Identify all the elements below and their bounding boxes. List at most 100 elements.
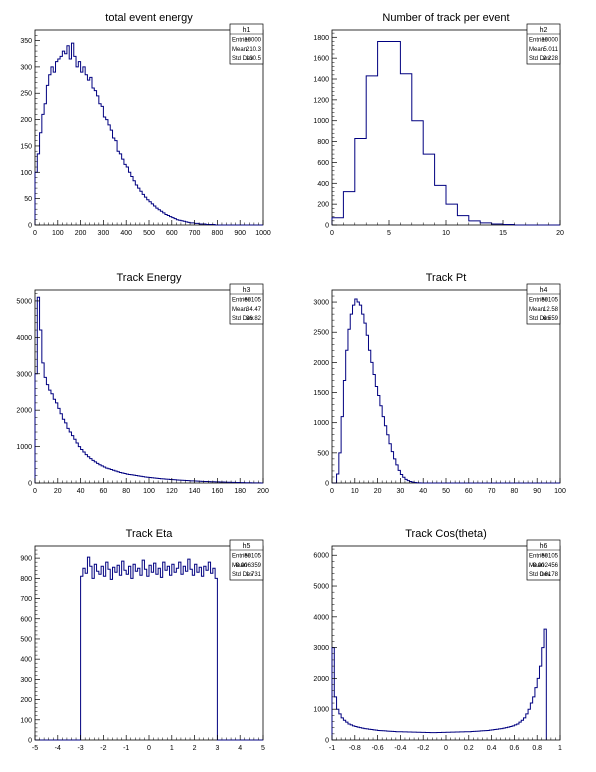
histogram-line	[331, 628, 547, 740]
stats-value: 50105	[541, 554, 558, 560]
stats-histogram-name: h4	[540, 287, 548, 294]
plot-frame	[331, 545, 561, 741]
histogram-line	[332, 298, 560, 484]
x-tick-label: -0.6	[372, 745, 384, 752]
stats-histogram-name: h1	[243, 27, 251, 34]
x-tick-label: 40	[419, 488, 427, 495]
y-tick-label: 5000	[16, 298, 32, 305]
y-tick-label: 1600	[313, 56, 329, 63]
histogram-line	[34, 296, 264, 484]
stats-label: Entries	[232, 554, 251, 560]
x-tick-label: 80	[511, 488, 519, 495]
x-tick-label: 0	[33, 230, 37, 237]
y-tick-label: 100	[20, 170, 32, 177]
y-tick-label: 800	[20, 576, 32, 583]
x-tick-label: 0	[147, 745, 151, 752]
stats-box-frame	[526, 539, 561, 581]
y-tick-label: 600	[20, 616, 32, 623]
y-tick-label: 3000	[313, 300, 329, 307]
x-tick-label: 60	[100, 488, 108, 495]
stats-histogram-name: h6	[540, 543, 548, 550]
x-tick-label: 30	[397, 488, 405, 495]
stats-label: Std Dev	[529, 316, 550, 322]
x-tick-label: 5	[261, 745, 265, 752]
x-tick-label: 40	[77, 488, 85, 495]
y-tick-label: 900	[20, 556, 32, 563]
stats-value: 34.47	[246, 307, 262, 313]
x-tick-label: 4	[238, 745, 242, 752]
stats-value: 6.559	[543, 316, 559, 322]
x-tick-label: 180	[234, 488, 246, 495]
x-tick-label: 70	[488, 488, 496, 495]
stats-label: Mean	[529, 47, 544, 53]
y-tick-label: 0	[325, 223, 329, 230]
y-tick-label: 2500	[313, 330, 329, 337]
stats-value: 210.3	[246, 47, 262, 53]
stats-label: Std Dev	[232, 572, 253, 578]
y-tick-label: 6000	[313, 553, 329, 560]
stats-box-frame	[229, 283, 264, 325]
x-tick-label: 80	[122, 488, 130, 495]
y-tick-label: 0	[28, 223, 32, 230]
x-tick-label: 0.8	[532, 745, 542, 752]
y-tick-label: 0	[325, 481, 329, 488]
y-tick-label: 1800	[313, 35, 329, 42]
stats-label: Entries	[529, 554, 548, 560]
stats-value: 10000	[244, 38, 261, 44]
chart-title: Number of track per event	[382, 12, 509, 24]
plot-frame	[34, 289, 264, 484]
x-tick-label: 1000	[255, 230, 271, 237]
stats-label: Std Dev	[232, 56, 253, 62]
x-tick-label: 0	[444, 745, 448, 752]
y-tick-label: 400	[20, 657, 32, 664]
x-tick-label: -0.4	[394, 745, 406, 752]
x-tick-label: 100	[143, 488, 155, 495]
x-tick-label: 20	[556, 230, 564, 237]
y-tick-label: 4000	[16, 335, 32, 342]
x-tick-label: 0.4	[487, 745, 497, 752]
chart-title: Track Pt	[426, 272, 467, 284]
y-tick-label: 4000	[313, 614, 329, 621]
y-tick-label: 1000	[16, 444, 32, 451]
histogram-line	[34, 42, 263, 226]
x-tick-label: 10	[442, 230, 450, 237]
y-tick-label: 200	[20, 117, 32, 124]
y-tick-label: 600	[317, 160, 329, 167]
x-tick-label: 100	[554, 488, 566, 495]
y-tick-label: 1500	[313, 390, 329, 397]
stats-label: Mean	[232, 47, 247, 53]
y-tick-label: 1000	[313, 420, 329, 427]
x-tick-label: 0.6	[510, 745, 520, 752]
y-tick-label: 500	[317, 450, 329, 457]
stats-value: 12.58	[543, 307, 559, 313]
stats-box-frame	[526, 23, 561, 65]
y-tick-label: 150	[20, 143, 32, 150]
stats-label: Entries	[232, 298, 251, 304]
stats-value: 60105	[244, 298, 261, 304]
y-tick-label: 250	[20, 91, 32, 98]
x-tick-label: -1	[329, 745, 335, 752]
x-tick-label: 500	[143, 230, 155, 237]
histogram-line	[35, 556, 263, 741]
stats-label: Entries	[232, 38, 251, 44]
x-tick-label: -3	[77, 745, 83, 752]
stats-label: Mean	[232, 563, 247, 569]
y-tick-label: 300	[20, 677, 32, 684]
stats-histogram-name: h2	[540, 27, 548, 34]
x-tick-label: 2	[193, 745, 197, 752]
x-tick-label: 15	[499, 230, 507, 237]
y-tick-label: 2000	[313, 676, 329, 683]
y-tick-label: 200	[20, 697, 32, 704]
x-tick-label: -1	[123, 745, 129, 752]
stats-value: 0.6178	[540, 572, 559, 578]
plot-frame	[331, 289, 561, 484]
chart-title: Track Eta	[126, 528, 174, 540]
y-tick-label: 0	[28, 481, 32, 488]
y-tick-label: 0	[325, 738, 329, 745]
stats-value: 130.5	[246, 56, 262, 62]
x-tick-label: 10	[351, 488, 359, 495]
x-tick-label: 700	[189, 230, 201, 237]
stats-value: 5.011	[543, 47, 558, 53]
